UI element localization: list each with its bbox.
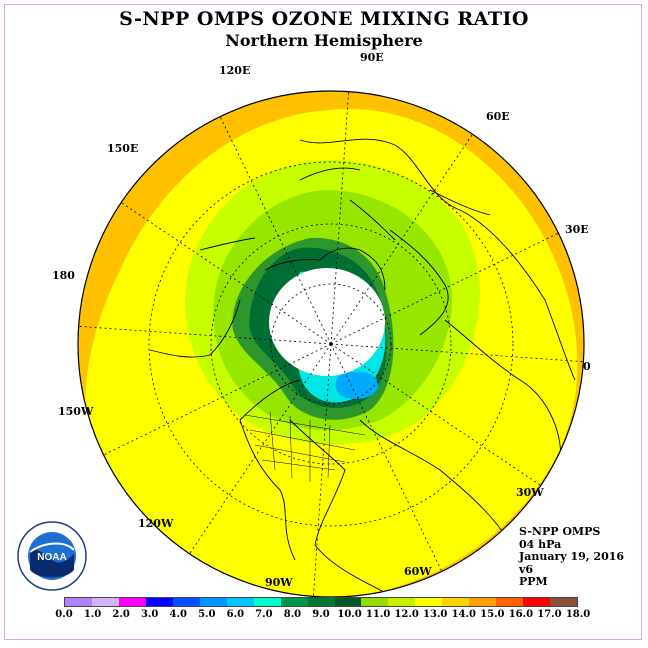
color-legend bbox=[64, 597, 578, 607]
legend-swatch bbox=[334, 598, 362, 606]
legend-tick-label: 12.0 bbox=[394, 609, 419, 620]
legend-tick-label: 13.0 bbox=[423, 609, 448, 620]
legend-tick-label: 5.0 bbox=[198, 609, 216, 620]
legend-tick-label: 11.0 bbox=[365, 609, 391, 620]
meridian-line bbox=[330, 91, 350, 345]
legend-swatch bbox=[199, 598, 227, 606]
lon-label-120e: 120E bbox=[219, 64, 250, 77]
info-units: PPM bbox=[519, 575, 548, 588]
meridian-line bbox=[330, 134, 473, 345]
legend-swatch bbox=[280, 598, 308, 606]
legend-tick-label: 6.0 bbox=[226, 609, 245, 620]
map-title: S-NPP OMPS OZONE MIXING RATIO bbox=[119, 8, 529, 30]
lon-label-60w: 60W bbox=[404, 565, 432, 578]
lon-label-90e: 90E bbox=[360, 51, 384, 64]
legend-swatch bbox=[253, 598, 281, 606]
legend-tick-label: 0.0 bbox=[55, 609, 73, 620]
meridian-line bbox=[312, 343, 332, 597]
legend-tick-label: 14.0 bbox=[451, 609, 476, 620]
meridian-line bbox=[219, 116, 332, 345]
no-data-polar-cap bbox=[269, 268, 385, 376]
lon-label-0: 0 bbox=[583, 360, 591, 373]
meridian-line bbox=[330, 343, 541, 486]
meridian-line bbox=[78, 325, 332, 345]
lon-label-150w: 150W bbox=[58, 405, 94, 418]
svg-text:NOAA: NOAA bbox=[37, 552, 66, 563]
lon-label-180: 180 bbox=[52, 269, 75, 282]
legend-tick-label: 1.0 bbox=[83, 609, 102, 620]
legend-swatch bbox=[65, 598, 92, 606]
legend-swatch bbox=[523, 598, 551, 606]
legend-tick-label: 8.0 bbox=[283, 609, 302, 620]
legend-tick-label: 10.0 bbox=[337, 609, 362, 620]
legend-tick-label: 18.0 bbox=[565, 609, 591, 620]
meridian-line bbox=[103, 343, 332, 456]
noaa-logo: NOAA bbox=[16, 520, 88, 592]
meridian-line bbox=[330, 343, 584, 363]
legend-swatch bbox=[442, 598, 470, 606]
lat-lon-grid bbox=[148, 161, 514, 527]
legend-swatch bbox=[145, 598, 173, 606]
ozone-field bbox=[78, 91, 584, 597]
legend-swatch bbox=[361, 598, 389, 606]
info-date: January 19, 2016 bbox=[519, 550, 625, 563]
legend-swatch bbox=[118, 598, 146, 606]
legend-swatch bbox=[91, 598, 119, 606]
info-block: S-NPP OMPS 04 hPa January 19, 2016 v6 PP… bbox=[519, 525, 625, 589]
info-version: v6 bbox=[519, 562, 534, 576]
state-borders bbox=[244, 411, 366, 482]
field-blue-core bbox=[335, 371, 379, 400]
legend-tick-label: 2.0 bbox=[112, 609, 130, 620]
page-frame bbox=[4, 4, 642, 640]
lon-label-30w: 30W bbox=[516, 486, 544, 499]
legend-swatch bbox=[415, 598, 443, 606]
lon-label-150e: 150E bbox=[107, 142, 138, 155]
legend-swatch bbox=[172, 598, 200, 606]
legend-tick-label: 7.0 bbox=[255, 609, 273, 620]
meridian-line bbox=[330, 232, 559, 345]
info-instrument: S-NPP OMPS bbox=[519, 525, 601, 538]
lon-label-60e: 60E bbox=[486, 110, 510, 123]
legend-ticks: 0.0 1.0 2.0 3.0 4.0 5.0 6.0 7.0 8.0 9.0 10.0 11.0 12… bbox=[55, 609, 590, 623]
legend-swatch bbox=[496, 598, 524, 606]
legend-swatch bbox=[226, 598, 254, 606]
meridian-line bbox=[121, 202, 332, 345]
map-subtitle: Northern Hemisphere bbox=[225, 31, 423, 50]
legend-tick-label: 17.0 bbox=[537, 609, 562, 620]
longitude-labels: 0 30E 60E 90E 120E 150E 180 150W 120W 90… bbox=[52, 51, 591, 589]
legend-swatch bbox=[550, 598, 578, 606]
lon-label-90w: 90W bbox=[265, 576, 293, 589]
legend-swatch bbox=[469, 598, 497, 606]
legend-swatch bbox=[307, 598, 335, 606]
legend-tick-label: 16.0 bbox=[508, 609, 534, 620]
legend-tick-label: 4.0 bbox=[169, 609, 187, 620]
info-level: 04 hPa bbox=[519, 537, 562, 551]
meridian-line bbox=[189, 343, 332, 554]
meridian-line bbox=[330, 343, 443, 572]
coastlines bbox=[149, 138, 576, 596]
noaa-logo-icon: NOAA bbox=[17, 521, 87, 591]
legend-tick-label: 3.0 bbox=[140, 609, 159, 620]
legend-tick-label: 9.0 bbox=[312, 609, 330, 620]
legend-swatch bbox=[388, 598, 416, 606]
lon-label-30e: 30E bbox=[565, 223, 589, 236]
meridian-lines bbox=[78, 91, 584, 597]
lon-label-120w: 120W bbox=[138, 517, 174, 530]
legend-tick-label: 15.0 bbox=[480, 609, 505, 620]
